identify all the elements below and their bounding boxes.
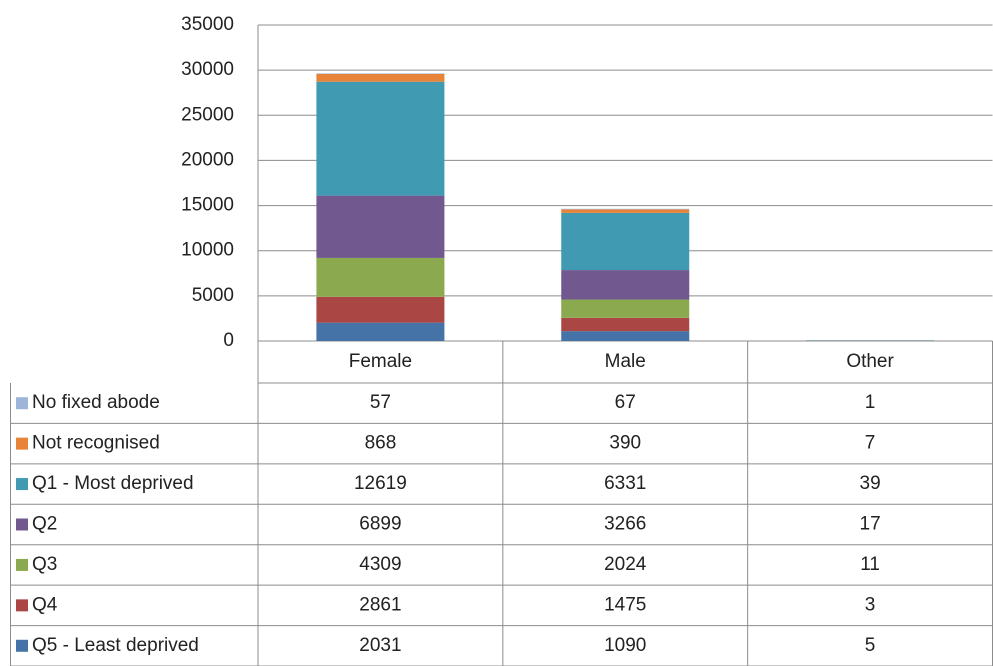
category-label: Female xyxy=(349,351,412,372)
legend-label: Q3 xyxy=(32,554,57,575)
table-value: 12619 xyxy=(354,473,407,494)
y-tick-label: 10000 xyxy=(181,240,234,261)
y-tick-label: 0 xyxy=(223,330,234,351)
table-value: 1090 xyxy=(604,635,646,656)
table-value: 6331 xyxy=(604,473,646,494)
bar-segment xyxy=(561,299,690,318)
legend-key xyxy=(16,397,28,410)
bar-segment xyxy=(316,81,445,196)
y-tick-label: 30000 xyxy=(181,59,234,80)
category-label: Male xyxy=(605,351,646,372)
bar-segment xyxy=(316,257,445,297)
table-value: 11 xyxy=(860,554,880,575)
y-tick-label: 35000 xyxy=(181,14,234,35)
legend-key xyxy=(16,639,28,652)
legend-label: Q2 xyxy=(32,514,57,535)
legend-key xyxy=(16,437,28,450)
bar-segment xyxy=(561,208,690,210)
y-tick-label: 15000 xyxy=(181,195,234,216)
table-value: 2861 xyxy=(359,594,401,615)
legend-key xyxy=(16,518,28,531)
table-value: 5 xyxy=(865,635,876,656)
table-value: 4309 xyxy=(359,554,401,575)
table-value: 17 xyxy=(860,514,881,535)
bar-segment xyxy=(316,73,445,74)
table-value: 1475 xyxy=(604,594,646,615)
legend-label: Q1 - Most deprived xyxy=(32,473,194,494)
bar-segment xyxy=(316,195,445,258)
table-value: 3266 xyxy=(604,514,646,535)
bar-segment xyxy=(561,270,690,300)
bar-segment xyxy=(316,322,445,341)
legend-label: Not recognised xyxy=(32,433,160,454)
table-value: 6899 xyxy=(359,514,401,535)
y-tick-label: 25000 xyxy=(181,104,234,125)
legend-key xyxy=(16,558,28,571)
table-value: 390 xyxy=(609,433,641,454)
table-value: 39 xyxy=(860,473,881,494)
legend-label: No fixed abode xyxy=(32,392,160,413)
legend-label: Q4 xyxy=(32,594,58,615)
legend-key xyxy=(16,599,28,612)
legend-key xyxy=(16,478,28,491)
bar-segment xyxy=(561,331,690,341)
category-label: Other xyxy=(846,351,894,372)
bar-segment xyxy=(561,317,690,332)
table-value: 67 xyxy=(615,392,636,413)
table-value: 868 xyxy=(365,433,397,454)
bar-segment xyxy=(561,212,690,271)
y-tick-label: 20000 xyxy=(181,149,234,170)
bar-segment xyxy=(316,296,445,323)
table-value: 3 xyxy=(865,594,876,615)
table-value: 57 xyxy=(370,392,391,413)
legend-label: Q5 - Least deprived xyxy=(32,635,199,656)
bar-segment xyxy=(316,73,445,82)
table-value: 2024 xyxy=(604,554,647,575)
bar-segment xyxy=(561,209,690,213)
table-value: 2031 xyxy=(359,635,401,656)
y-tick-label: 5000 xyxy=(192,285,234,306)
table-value: 7 xyxy=(865,433,876,454)
table-value: 1 xyxy=(865,392,876,413)
